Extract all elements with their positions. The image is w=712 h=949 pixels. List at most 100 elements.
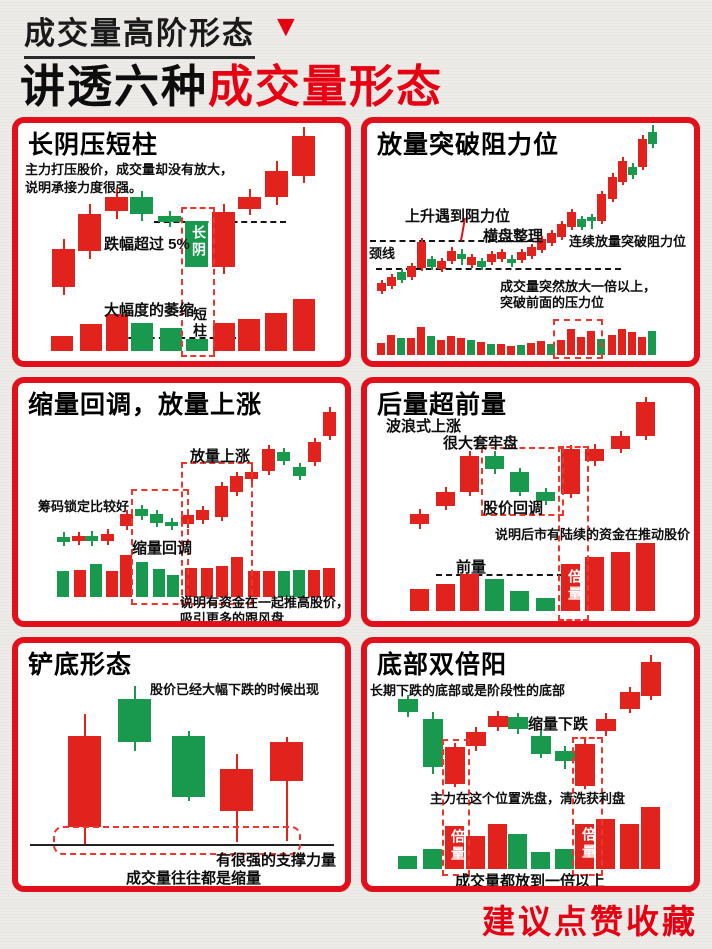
volume-bar xyxy=(467,339,475,355)
candle-body xyxy=(488,715,508,727)
candle-body xyxy=(527,246,536,256)
chart-annotation: 缩量下跌 xyxy=(528,715,589,733)
panel-long-yin-short-column: 长阴压短柱 主力打压股价，成交量却没有放大， 说明承接力度很强。 跌幅超过 5% 大幅… xyxy=(12,116,351,367)
volume-bar xyxy=(397,337,405,355)
volume-bar xyxy=(457,337,465,355)
panel-bottom-shovel: 铲底形态 股价已经大幅下跌的时候出现 有很强的支撑力量 成交量往往都是缩量 xyxy=(12,636,351,892)
candle-body xyxy=(410,513,429,524)
volume-bar xyxy=(213,322,235,351)
volume-bar xyxy=(596,818,615,869)
chart-annotation: 缩量回调 xyxy=(132,539,193,557)
candle-body xyxy=(262,448,275,471)
candle-body xyxy=(618,160,627,182)
candle-body xyxy=(407,265,416,277)
candle-body xyxy=(597,193,606,221)
chart-annotation: 成交量突然放大一倍以上， xyxy=(500,278,657,294)
candle-body xyxy=(636,401,655,436)
chart-annotation: 成交量往往都是缩量 xyxy=(126,869,262,887)
chart-annotation: 股价回调 xyxy=(483,499,544,517)
chart-annotation: 倍量 xyxy=(450,828,466,863)
chart-annotation: 吸引更多的跟风盘 xyxy=(180,610,285,626)
candle-body xyxy=(557,223,566,237)
dashed-highlight-box xyxy=(181,461,253,605)
volume-bar xyxy=(641,806,660,869)
candle-body xyxy=(423,718,443,767)
volume-bar xyxy=(557,339,565,355)
chart-annotation: 成交量都放到一倍以上 xyxy=(455,872,606,890)
candle-body xyxy=(608,176,617,199)
candle-body xyxy=(172,735,205,797)
candle-body xyxy=(487,253,496,262)
candle-body xyxy=(68,735,101,827)
volume-bar xyxy=(561,563,580,611)
candle-body xyxy=(265,170,288,197)
candlestick-chart: 长期下跌的底部或是阶段性的底部 缩量下跌 主力在这个位置洗盘，清洗获利盘 成交量都放到… xyxy=(367,643,694,886)
chart-annotation: 说明承接力度很强。 xyxy=(25,179,143,195)
volume-bar xyxy=(417,326,425,355)
candle-body xyxy=(641,661,661,696)
panel-grid: 长阴压短柱 主力打压股价，成交量却没有放大， 说明承接力度很强。 跌幅超过 5% 大幅… xyxy=(0,116,712,892)
chart-annotation: 连续放量突破阻力位 xyxy=(569,233,687,249)
chart-annotation: 说明有资金在一起推高股价， xyxy=(180,594,350,610)
candle-body xyxy=(52,248,75,287)
volume-bar xyxy=(608,334,616,355)
candle-body xyxy=(436,491,455,506)
volume-bar xyxy=(567,328,575,355)
candlestick-chart: 筹码锁定比较好 放量上涨 缩量回调 说明有资金在一起推高股价， 吸引更多的跟风盘 xyxy=(18,383,345,621)
volume-bar xyxy=(410,588,429,611)
chart-annotation: 波浪式上涨 xyxy=(386,417,462,435)
header-kicker-row: 成交量高阶形态 ▼ xyxy=(24,8,712,59)
candle-body xyxy=(292,135,315,176)
panel-title: 缩量回调，放量上涨 xyxy=(28,390,263,419)
chart-annotation: 倍量 xyxy=(581,826,597,861)
candlestick-chart: 波浪式上涨 很大套牢盘 股价回调 说明后市有陆续的资金在推动股价 前量 倍量 xyxy=(367,383,694,621)
chart-annotation: 主力打压股价，成交量却没有放大， xyxy=(25,161,234,177)
panel-title: 底部双倍阳 xyxy=(377,650,508,679)
candle-body xyxy=(398,698,418,712)
candlestick-chart: 主力打压股价，成交量却没有放大， 说明承接力度很强。 跌幅超过 5% 大幅度的萎缩 长阴… xyxy=(18,123,345,361)
candle-body xyxy=(466,731,486,746)
volume-bar xyxy=(497,343,505,355)
candle-body xyxy=(323,411,336,436)
candle-wick xyxy=(590,213,593,229)
dashed-highlight-box xyxy=(181,206,215,357)
volume-bar xyxy=(536,597,555,611)
volume-bar xyxy=(648,330,656,355)
candle-body xyxy=(293,466,306,476)
candle-wick xyxy=(285,736,288,841)
candle-body xyxy=(485,455,504,469)
volume-bar xyxy=(508,833,527,869)
volume-bar xyxy=(231,556,243,597)
volume-bar xyxy=(293,298,315,351)
volume-bar xyxy=(527,342,535,355)
chart-annotation: 长期下跌的底部或是阶段性的底部 xyxy=(370,682,566,698)
candle-body xyxy=(308,441,321,462)
candle-body xyxy=(477,260,486,267)
dashed-highlight-box xyxy=(558,445,589,621)
volume-bar xyxy=(131,322,153,351)
volume-bar xyxy=(618,328,626,355)
volume-bar xyxy=(120,554,132,597)
chart-annotation: 长阴 xyxy=(191,224,207,259)
candle-body xyxy=(238,196,261,209)
volume-bar xyxy=(387,334,395,355)
candle-body xyxy=(270,741,303,781)
candle-body xyxy=(277,451,290,461)
candle-body xyxy=(447,250,456,261)
dashed-level-line xyxy=(376,267,621,270)
candle-body xyxy=(101,533,114,541)
candle-body xyxy=(215,485,228,517)
volume-bar xyxy=(323,567,335,597)
volume-bar xyxy=(398,855,417,869)
candle-body xyxy=(460,455,479,492)
candle-body xyxy=(220,768,253,811)
candle-body xyxy=(135,508,148,516)
volume-bar xyxy=(263,570,275,597)
candle-body xyxy=(547,232,556,243)
candle-body xyxy=(397,271,406,280)
volume-bar xyxy=(488,823,507,869)
candle-body xyxy=(561,448,580,494)
volume-bar xyxy=(587,330,595,355)
volume-bar xyxy=(407,337,415,355)
volume-bar xyxy=(485,578,504,611)
